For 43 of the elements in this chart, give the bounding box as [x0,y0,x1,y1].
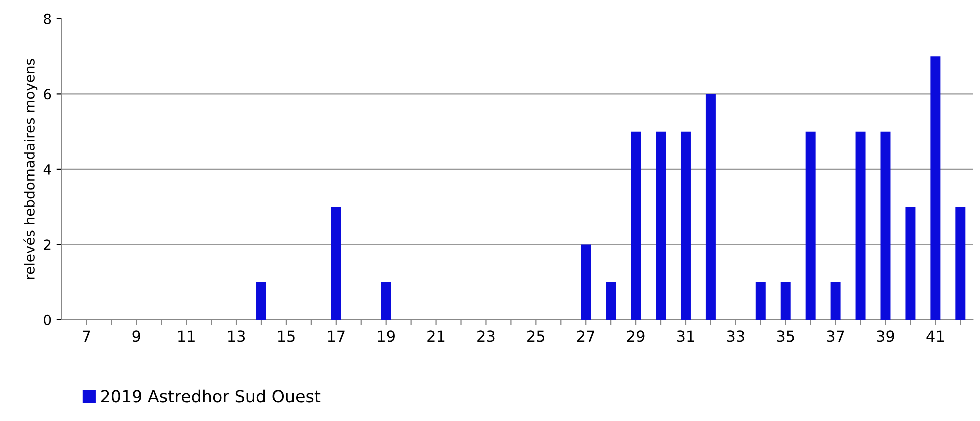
bar [830,282,841,320]
x-tick-label: 33 [727,330,744,342]
bar [880,132,891,320]
y-tick-label: 4 [44,164,52,175]
bar [606,282,616,320]
y-tick-label: 0 [44,314,52,326]
bar [381,282,392,320]
bar [930,56,941,320]
x-tick-label: 41 [926,330,944,342]
bar [331,207,342,320]
bar [706,94,716,320]
x-tick-label: 35 [777,330,794,342]
y-tick-label: 8 [44,14,52,24]
bar [256,282,266,320]
bar [631,132,642,320]
x-tick-label: 15 [278,330,295,342]
bar [756,282,766,320]
y-tick-label: 6 [44,89,52,100]
x-tick-label: 21 [428,330,445,342]
bar [806,132,816,320]
x-tick-label: 29 [627,330,645,342]
bar [956,207,966,320]
y-tick-label: 2 [44,240,51,250]
y-axis-title: relevés hebdomadaires moyens [24,59,38,280]
bar [581,244,592,320]
legend-label: 2019 Astredhor Sud Ouest [101,390,321,403]
x-tick-label: 23 [478,330,495,342]
bar [680,132,691,320]
x-tick-label: 17 [328,330,345,342]
x-tick-label: 11 [178,330,195,342]
x-tick-label: 9 [132,330,140,342]
x-tick-label: 37 [827,330,844,342]
x-tick-label: 25 [528,330,545,342]
bar [656,132,666,320]
x-tick-label: 39 [877,330,894,342]
x-tick-label: 27 [578,330,595,342]
bar [780,282,791,320]
bar [856,132,866,320]
bar [906,207,916,320]
x-tick-label: 31 [677,330,694,342]
x-tick-label: 13 [228,330,246,342]
x-tick-label: 7 [83,330,90,342]
x-tick-label: 19 [378,330,395,342]
